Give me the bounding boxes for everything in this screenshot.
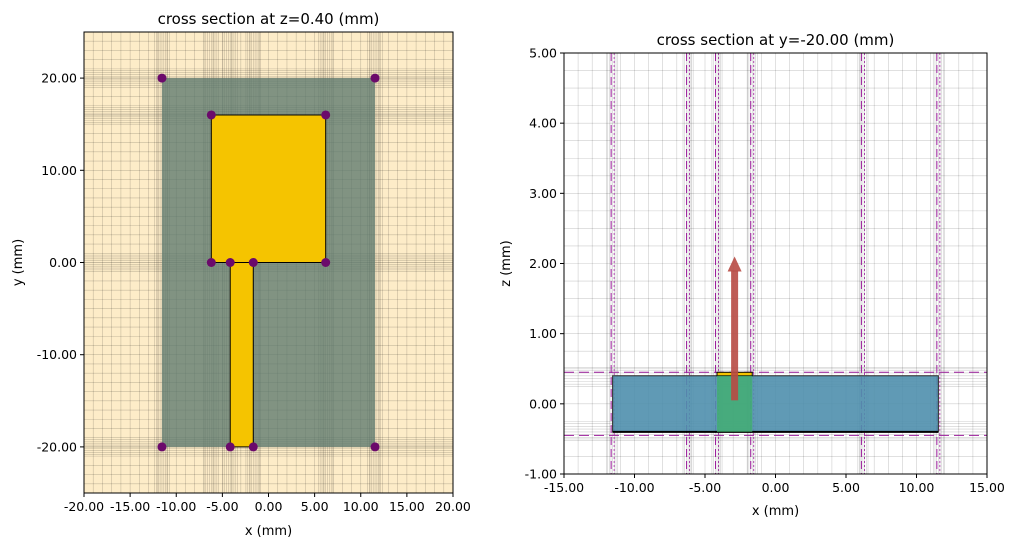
x-tick-label: 15.00 bbox=[969, 480, 1005, 495]
y-tick-label: 0.00 bbox=[529, 396, 557, 411]
y-tick-label: -20.00 bbox=[37, 439, 77, 454]
x-tick-label: 10.00 bbox=[343, 499, 379, 514]
x-tick-label: 5.00 bbox=[301, 499, 329, 514]
x-tick-label: -15.00 bbox=[110, 499, 150, 514]
y-tick-label: -1.00 bbox=[525, 467, 557, 482]
x-tick-label: -20.00 bbox=[64, 499, 104, 514]
y-tick-label: 3.00 bbox=[529, 186, 557, 201]
left-plot: -20.00 -15.00 -10.00 -5.00 0.00 5.00 10.00 15.0… bbox=[11, 10, 471, 539]
vertex-marker bbox=[321, 110, 331, 120]
x-tick-label: -5.00 bbox=[689, 480, 721, 495]
y-tick-label: 2.00 bbox=[529, 256, 557, 271]
y-tick-label: 0.00 bbox=[49, 255, 77, 270]
axis-ticks: -20.00 -15.00 -10.00 -5.00 0.00 5.00 10.00 15.0… bbox=[37, 71, 471, 514]
source-arrow-shaft bbox=[731, 270, 739, 401]
y-tick-label: 20.00 bbox=[41, 71, 77, 86]
vertex-marker bbox=[225, 442, 235, 452]
vertex-marker bbox=[321, 258, 331, 267]
vertex-marker bbox=[206, 110, 216, 120]
structure-shapes bbox=[157, 73, 380, 452]
y-axis-label: z (mm) bbox=[499, 240, 514, 286]
vertex-marker bbox=[370, 73, 380, 83]
vertex-marker bbox=[206, 258, 216, 267]
y-tick-label: 10.00 bbox=[41, 163, 77, 178]
chart-title: cross section at y=-20.00 (mm) bbox=[657, 31, 895, 49]
x-tick-label: 5.00 bbox=[832, 480, 860, 495]
vertex-marker bbox=[157, 442, 167, 452]
x-tick-label: 15.00 bbox=[389, 499, 425, 514]
x-tick-label: -10.00 bbox=[156, 499, 196, 514]
y-tick-label: 5.00 bbox=[529, 46, 557, 61]
x-tick-label: 20.00 bbox=[435, 499, 471, 514]
right-plot: -15.00 -10.00 -5.00 0.00 5.00 10.00 15.00 -1.00… bbox=[499, 31, 1005, 519]
vertex-marker bbox=[248, 258, 258, 267]
x-tick-label: -5.00 bbox=[206, 499, 238, 514]
axis-ticks: -15.00 -10.00 -5.00 0.00 5.00 10.00 15.00 -1.00… bbox=[525, 46, 1005, 496]
vertex-marker bbox=[370, 442, 380, 452]
feed-line bbox=[229, 262, 254, 448]
x-tick-label: 10.00 bbox=[899, 480, 935, 495]
x-axis-label: x (mm) bbox=[245, 524, 292, 539]
x-tick-label: 0.00 bbox=[762, 480, 790, 495]
source-arrow-head bbox=[727, 256, 742, 272]
chart-title: cross section at z=0.40 (mm) bbox=[158, 10, 380, 28]
x-axis-label: x (mm) bbox=[752, 504, 799, 519]
structure-shapes bbox=[612, 256, 939, 433]
x-tick-label: -10.00 bbox=[614, 480, 654, 495]
vertex-marker bbox=[225, 258, 235, 267]
y-axis-label: y (mm) bbox=[11, 239, 26, 286]
x-tick-label: -15.00 bbox=[544, 480, 584, 495]
x-tick-label: 0.00 bbox=[255, 499, 283, 514]
vertex-marker bbox=[157, 73, 167, 83]
patch-antenna bbox=[210, 114, 327, 264]
y-tick-label: -10.00 bbox=[37, 347, 77, 362]
y-tick-label: 1.00 bbox=[529, 326, 557, 341]
substrate-slab bbox=[612, 375, 939, 433]
y-tick-label: 4.00 bbox=[529, 116, 557, 131]
vertex-marker bbox=[248, 442, 258, 452]
